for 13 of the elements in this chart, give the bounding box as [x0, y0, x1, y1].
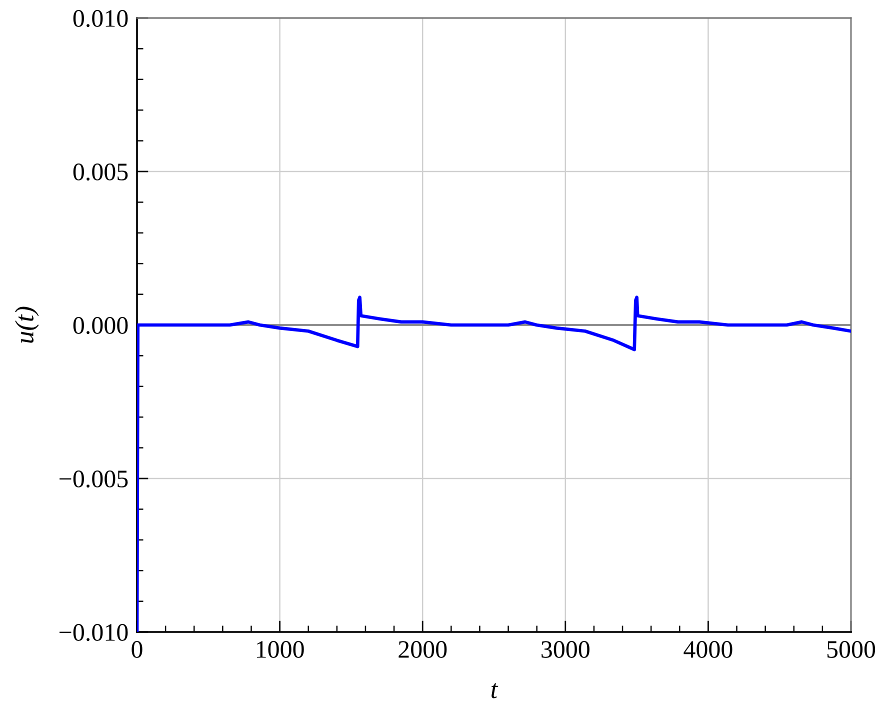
x-tick-label: 3000 — [542, 641, 590, 658]
y-tick-label: −0.005 — [60, 470, 128, 488]
x-tick-label: 1000 — [257, 641, 304, 658]
x-tick-label: 0 — [132, 641, 142, 658]
y-tick-label: 0.010 — [73, 10, 128, 28]
y-tick-label: 0.000 — [73, 317, 128, 334]
y-tick-label: −0.010 — [60, 624, 128, 642]
x-axis-title: t — [491, 683, 498, 698]
y-axis-title: u(t) — [14, 306, 39, 343]
x-tick-label: 2000 — [398, 641, 447, 658]
x-tick-label: 5000 — [827, 641, 876, 658]
x-tick-label: 4000 — [684, 641, 732, 658]
y-tick-label: 0.005 — [73, 164, 128, 181]
